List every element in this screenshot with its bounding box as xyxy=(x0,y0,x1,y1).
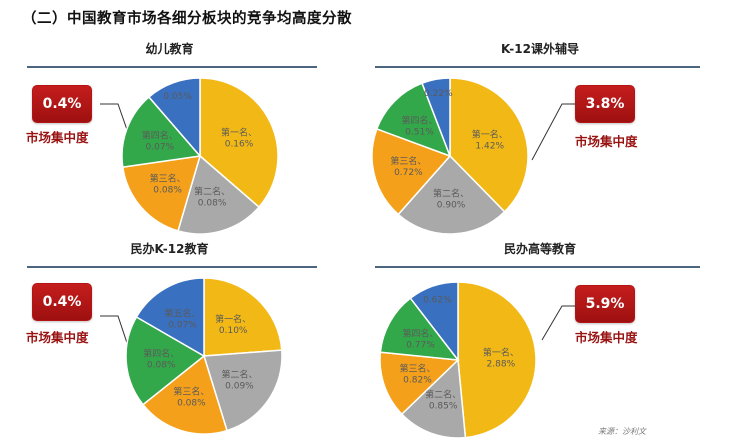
slice-label: 0.22% xyxy=(424,89,453,99)
pie-slice xyxy=(379,351,460,416)
title-underline xyxy=(27,266,317,268)
pie-slice xyxy=(121,155,202,232)
title-underline xyxy=(375,66,700,68)
concentration-badge: 3.8% xyxy=(575,85,635,123)
pie-chart: 第一名、 1.42% 第二名、 0.90% 第三名、 0.72% 第四名、 0.51% 0.22… xyxy=(371,77,529,235)
chart-panel-k12-tutoring: K-12课外辅导 3.8% 市场集中度 第一名、 1.42% 第二名、 0.90% 第三… xyxy=(370,40,700,240)
slice-label: 第一名、 1.42% xyxy=(472,128,508,151)
slice-label: 第四名、 0.51% xyxy=(401,114,437,137)
slice-label: 第二名、 0.90% xyxy=(433,187,469,210)
pie-slice xyxy=(203,349,283,432)
badge-connector-line xyxy=(541,305,575,341)
slice-label: 0.05% xyxy=(163,92,192,102)
slice-label: 第四名、 0.08% xyxy=(143,348,179,371)
pie-slice xyxy=(135,277,205,358)
slice-label: 第二名、 0.09% xyxy=(221,369,257,392)
slice-label: 第一名、 2.88% xyxy=(483,346,519,369)
slice-label: 0.62% xyxy=(423,295,452,305)
pie-slice xyxy=(375,82,452,158)
pie-slice xyxy=(177,154,261,235)
pie-slice xyxy=(203,277,283,357)
chart-title: K-12课外辅导 xyxy=(501,42,579,56)
pie-slice xyxy=(379,297,460,361)
pie-slice xyxy=(125,315,206,406)
slice-label: 第四名、 0.77% xyxy=(403,328,439,351)
pie-slice xyxy=(400,358,467,439)
concentration-caption: 市场集中度 xyxy=(575,134,638,149)
source-note: 来源：沙利文 xyxy=(598,427,646,436)
chart-title: 民办高等教育 xyxy=(503,242,576,256)
page-heading: （二）中国教育市场各细分板块的竞争均高度分散 xyxy=(22,11,352,27)
slice-label: 第一名、 0.10% xyxy=(215,313,251,336)
concentration-badge: 0.4% xyxy=(32,283,92,321)
concentration-badge: 5.9% xyxy=(575,285,635,323)
pie-slice xyxy=(121,95,202,168)
pie-chart: 第一名、 2.88% 第二名、 0.85% 第三名、 0.82% 第四名、 0.77% 0.62… xyxy=(379,281,537,439)
slice-label: 第三名、 0.72% xyxy=(390,155,426,178)
pie-slice xyxy=(371,127,452,216)
slice-label: 第二名、 0.08% xyxy=(194,186,230,209)
slice-label: 第一名、 0.16% xyxy=(221,127,257,150)
pie-slice xyxy=(199,77,279,209)
chart-panel-private-k12: 民办K-12教育 0.4% 市场集中度 第一名、 0.10% 第二名、 0.09% 第三… xyxy=(10,240,340,440)
concentration-caption: 市场集中度 xyxy=(26,330,89,345)
slice-label: 第三名、 0.08% xyxy=(150,173,186,196)
pie-slice xyxy=(449,77,529,213)
chart-title: 幼儿教育 xyxy=(145,42,194,56)
chart-title: 民办K-12教育 xyxy=(130,242,209,256)
slice-label: 第四名、 0.07% xyxy=(142,130,178,153)
badge-connector-line xyxy=(531,103,575,161)
title-underline xyxy=(375,266,700,268)
pie-slice xyxy=(421,77,451,157)
chart-panel-private-higher-ed: 民办高等教育 5.9% 市场集中度 第一名、 2.88% 第二名、 0.85% 第三名、… xyxy=(370,240,700,440)
slice-label: 第三名、 0.08% xyxy=(173,385,209,408)
pie-slice xyxy=(397,154,506,235)
title-underline xyxy=(27,66,317,68)
concentration-caption: 市场集中度 xyxy=(26,130,89,145)
pie-slice xyxy=(141,354,228,435)
pie-slice xyxy=(457,281,537,439)
pie-chart: 第一名、 0.10% 第二名、 0.09% 第三名、 0.08% 第四名、 0.08% 第五名、… xyxy=(125,277,283,435)
pie-slice xyxy=(409,281,459,363)
slice-label: 第二名、 0.85% xyxy=(425,389,461,412)
concentration-badge: 0.4% xyxy=(32,85,92,123)
pie-chart: 第一名、 0.16% 第二名、 0.08% 第三名、 0.08% 第四名、 0.07% 0.05… xyxy=(121,77,279,235)
pie-slice xyxy=(147,77,201,159)
concentration-caption: 市场集中度 xyxy=(575,330,638,345)
slice-label: 第三名、 0.82% xyxy=(399,363,435,386)
slice-label: 第五名、 0.07% xyxy=(165,307,201,330)
chart-panel-preschool: 幼儿教育 0.4% 市场集中度 第一名、 0.16% 第二名、 0.08% 第三名、 0.… xyxy=(10,40,340,240)
